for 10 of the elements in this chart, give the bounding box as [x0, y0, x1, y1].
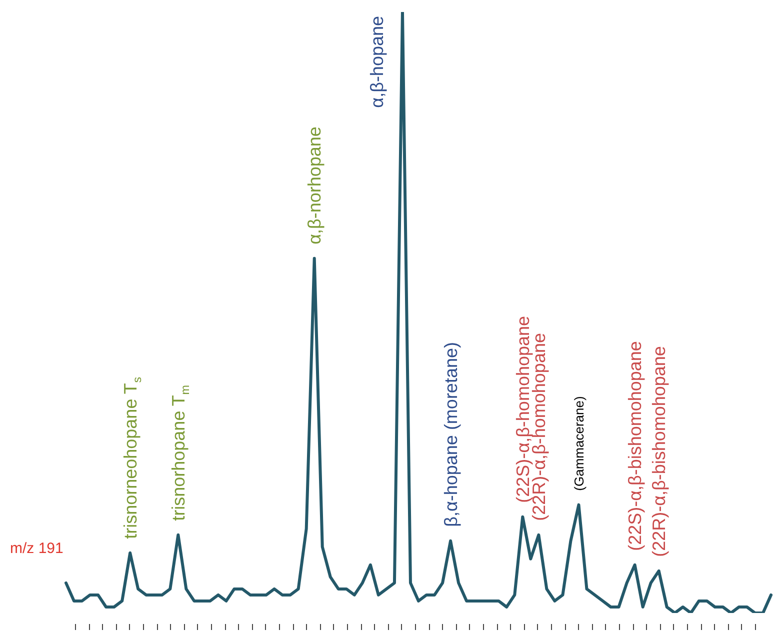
annotation: (22S)-α,β-homohopane	[512, 316, 533, 503]
annotation: trisnorhopane Tm	[168, 385, 192, 521]
annotation: (22S)-α,β-bishomohopane	[625, 341, 646, 551]
annotation: α,β-hopane	[366, 16, 387, 108]
annotation: (Gammacerane)	[571, 396, 586, 491]
annotation: β,α-hopane (moretane)	[440, 342, 461, 527]
annotation: α,β-norhopane	[304, 126, 325, 244]
annotation: trisnorneohopane Ts	[120, 376, 144, 539]
annotation: m/z 191	[10, 540, 64, 557]
annotation: (22R)-α,β-bishomohopane	[649, 346, 670, 557]
